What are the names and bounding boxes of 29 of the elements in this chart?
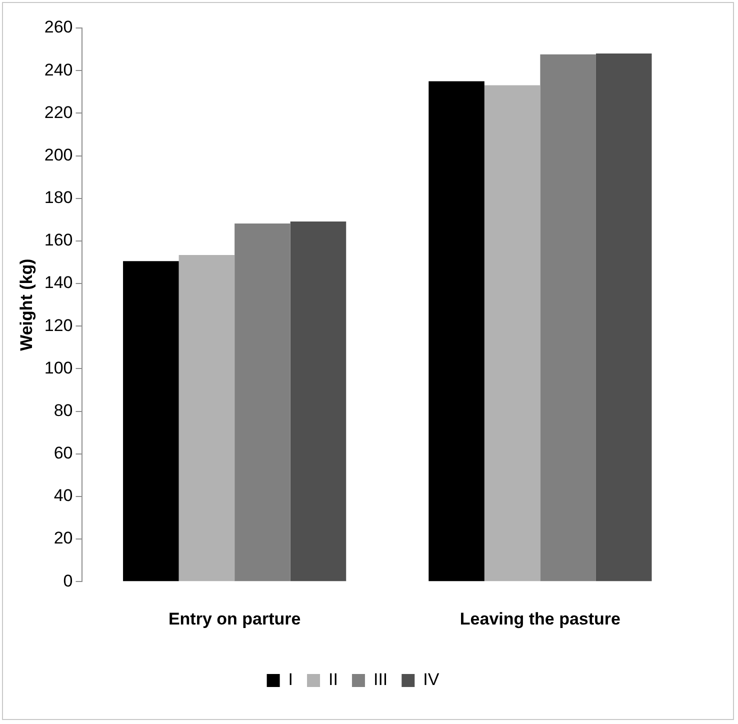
bar <box>234 223 290 582</box>
y-tick-label: 0 <box>63 571 73 590</box>
bar <box>540 54 596 582</box>
y-tick-label: 100 <box>44 358 73 378</box>
x-tick-label: Entry on parture <box>168 609 301 628</box>
y-tick-label: 240 <box>44 60 73 80</box>
y-tick-label: 60 <box>54 444 73 463</box>
bar <box>178 254 235 582</box>
y-tick-label: 200 <box>44 145 73 164</box>
legend-label: II <box>328 670 338 690</box>
y-tick-label: 140 <box>44 273 73 292</box>
y-tick-label: 40 <box>54 486 73 506</box>
y-tick-label: 20 <box>54 528 73 548</box>
y-tick-label: 120 <box>44 316 73 335</box>
bar <box>290 222 346 582</box>
y-tick-label: 220 <box>44 102 73 122</box>
y-tick-label: 180 <box>44 188 73 208</box>
bar <box>484 85 540 582</box>
legend-label: I <box>288 670 294 690</box>
x-tick-label: Leaving the pasture <box>460 609 620 628</box>
bar <box>428 81 484 582</box>
bar <box>596 54 652 582</box>
legend-label: III <box>373 670 388 690</box>
y-tick-label: 260 <box>44 18 73 37</box>
legend-label: IV <box>423 670 440 690</box>
y-tick-label: 160 <box>44 230 73 250</box>
bar <box>123 261 179 582</box>
y-tick-label: 80 <box>54 400 73 420</box>
y-axis-title: Weight (kg) <box>16 258 36 351</box>
